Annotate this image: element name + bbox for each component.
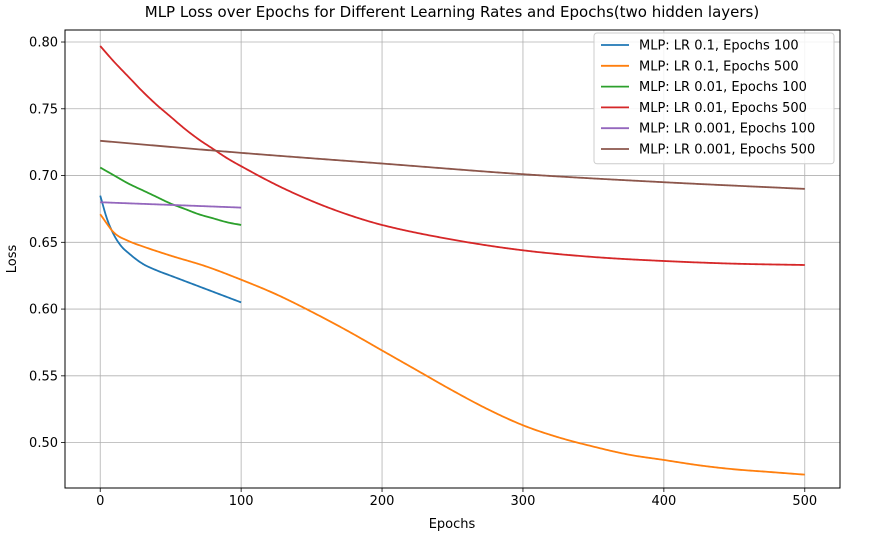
y-tick-label: 0.70 (29, 169, 58, 184)
y-tick-label: 0.60 (29, 303, 58, 318)
legend-label: MLP: LR 0.1, Epochs 100 (639, 39, 799, 54)
legend-label: MLP: LR 0.1, Epochs 500 (639, 59, 799, 74)
series-line-4 (99, 45, 805, 266)
y-tick-label: 0.65 (29, 236, 58, 251)
x-tick-label: 100 (229, 494, 254, 509)
series-line-2 (99, 213, 805, 476)
x-tick-label: 0 (96, 494, 104, 509)
chart-title: MLP Loss over Epochs for Different Learn… (145, 3, 759, 21)
y-tick-label: 0.80 (29, 36, 58, 51)
series-line-5 (100, 201, 242, 209)
y-tick-label: 0.75 (29, 102, 58, 117)
plot-frame (64, 29, 841, 489)
y-tick-label: 0.50 (29, 436, 58, 451)
legend-box (593, 32, 835, 165)
series-line-1 (99, 195, 242, 304)
series-lines (99, 45, 805, 476)
legend-label: MLP: LR 0.001, Epochs 500 (639, 143, 815, 158)
legend: MLP: LR 0.1, Epochs 100 MLP: LR 0.1, Epoc… (593, 32, 835, 165)
y-axis-label: Loss (5, 245, 20, 274)
x-tick-label: 300 (511, 494, 536, 509)
x-tick-label: 200 (370, 494, 395, 509)
legend-label: MLP: LR 0.01, Epochs 500 (639, 101, 807, 116)
x-tick-label: 400 (651, 494, 676, 509)
x-tick-label: 500 (792, 494, 817, 509)
grid (65, 30, 840, 488)
y-tick-label: 0.55 (29, 369, 58, 384)
legend-label: MLP: LR 0.001, Epochs 100 (639, 122, 815, 137)
axis-ticks: 0 100 200 300 400 500 0.50 0.55 0.60 0.65 0.70 0.75… (29, 36, 817, 509)
legend-label: MLP: LR 0.01, Epochs 100 (639, 80, 807, 95)
x-axis-label: Epochs (429, 517, 476, 532)
series-line-3 (99, 166, 242, 226)
series-line-6 (100, 139, 805, 190)
